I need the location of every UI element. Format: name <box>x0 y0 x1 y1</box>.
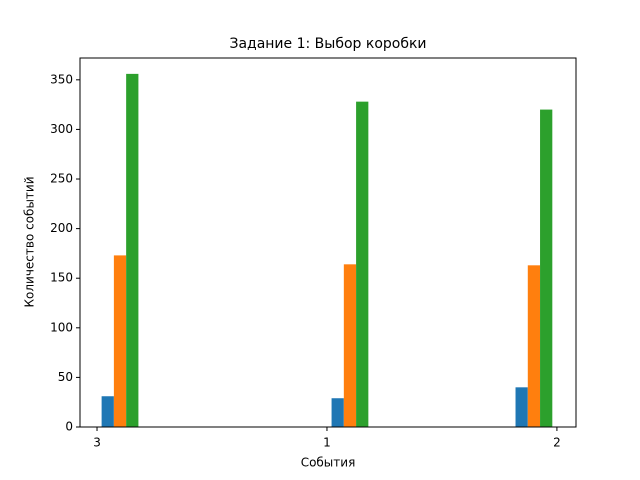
bar <box>343 264 357 427</box>
y-tick-label: 300 <box>50 122 73 136</box>
bar <box>515 387 528 427</box>
plot-frame <box>79 57 577 428</box>
bar <box>527 265 541 427</box>
bar <box>331 398 344 427</box>
y-tick-label: 250 <box>50 172 73 186</box>
bar <box>540 109 553 428</box>
chart-title: Задание 1: Выбор коробки <box>229 36 426 52</box>
y-axis-label: Количество событий <box>23 176 37 307</box>
bar <box>356 101 369 427</box>
bar <box>113 255 127 427</box>
x-tick-label: 1 <box>323 436 331 450</box>
y-tick-label: 200 <box>50 221 73 235</box>
y-tick-label: 100 <box>50 320 73 334</box>
x-tick-label: 3 <box>93 436 101 450</box>
y-tick-label: 0 <box>65 420 73 434</box>
x-tick-label: 2 <box>553 436 561 450</box>
y-tick-label: 350 <box>50 72 73 86</box>
bar <box>126 73 139 427</box>
x-axis-label: События <box>301 456 356 470</box>
y-tick-label: 50 <box>58 370 73 384</box>
bar <box>101 396 114 427</box>
y-tick-label: 150 <box>50 271 73 285</box>
